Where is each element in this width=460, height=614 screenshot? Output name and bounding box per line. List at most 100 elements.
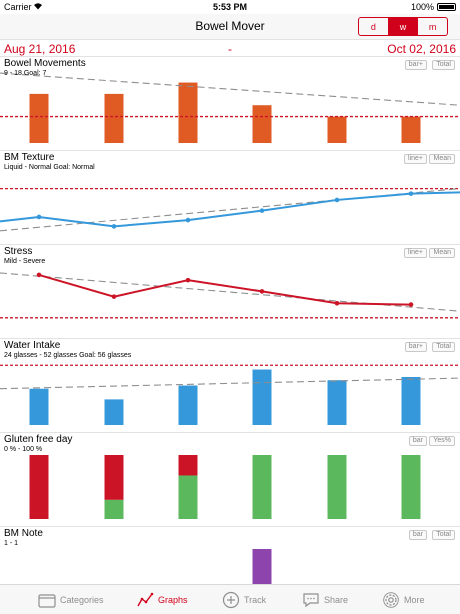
data-point [185, 277, 191, 283]
trend-line [0, 72, 460, 106]
data-point [185, 217, 191, 223]
page-title: Bowel Mover [195, 19, 265, 33]
trend-line [0, 377, 460, 390]
chat-icon [303, 593, 319, 608]
chart-type-button[interactable]: bar+ [404, 60, 427, 70]
tab-track[interactable]: Track [222, 585, 266, 614]
graph-range-label: 9 - 18 Goal: 7 [4, 70, 47, 77]
tab-more-label: More [404, 595, 425, 605]
trend-line [0, 272, 460, 312]
graph-range-label: 1 - 1 [4, 540, 19, 547]
bar [104, 499, 124, 519]
chart-type-button[interactable]: bar [408, 436, 427, 446]
nav-bar: Bowel Mover d w m [0, 14, 460, 39]
start-date-button[interactable]: Aug 21, 2016 [4, 42, 76, 56]
graph-title: Water Intake [4, 340, 61, 351]
graph-range-label: Mild - Severe [4, 258, 46, 265]
graph-chart [0, 72, 460, 143]
data-point [36, 272, 42, 278]
bar [252, 105, 272, 143]
tab-categories[interactable]: Categories [38, 585, 104, 614]
bar [178, 385, 198, 425]
aggregate-button[interactable]: Yes% [429, 436, 455, 446]
wifi-icon [34, 3, 42, 10]
graph-chart [0, 364, 460, 425]
graph-panel[interactable]: Stress Mild - Severe line+ Mean [0, 245, 460, 339]
segment-day[interactable]: d [359, 18, 389, 35]
graph-chart [29, 455, 421, 519]
data-point [334, 300, 340, 306]
bar [178, 475, 198, 519]
folder-icon [38, 594, 56, 608]
graph-chart [0, 272, 460, 319]
bar [104, 93, 124, 143]
series-line [38, 273, 412, 306]
bar [104, 399, 124, 425]
bar [178, 82, 198, 143]
data-point [259, 208, 265, 213]
tab-graphs[interactable]: Graphs [136, 585, 188, 614]
graph-title: Stress [4, 246, 33, 257]
bar [104, 455, 124, 500]
tab-categories-label: Categories [60, 595, 104, 605]
segment-month[interactable]: m [428, 21, 437, 32]
period-segmented-control: d w m [358, 17, 448, 36]
graph-panel[interactable]: Gluten free day 0 % - 100 % bar Yes% [0, 433, 460, 527]
status-time: 5:53 PM [212, 2, 247, 12]
aggregate-button[interactable]: Total [432, 342, 455, 352]
tab-share[interactable]: Share [302, 585, 348, 614]
bar [178, 455, 198, 476]
graph-range-label: 0 % - 100 % [4, 446, 43, 453]
series-line [0, 191, 460, 228]
date-separator: - [228, 42, 232, 56]
bar [401, 455, 421, 519]
aggregate-button[interactable]: Total [432, 530, 455, 540]
chart-type-button[interactable]: bar+ [404, 342, 427, 352]
graph-icon [137, 592, 154, 607]
plus-circle-icon [222, 591, 240, 609]
tab-more[interactable]: More [382, 585, 425, 614]
data-point [111, 294, 117, 299]
bar [401, 377, 421, 425]
aggregate-button[interactable]: Mean [429, 248, 455, 258]
graph-panel[interactable]: Water Intake 24 glasses - 52 glasses Goal… [0, 339, 460, 433]
chart-type-button[interactable]: bar [408, 530, 427, 540]
battery-percent: 100% [410, 2, 434, 12]
data-point [334, 197, 340, 203]
data-point [259, 289, 265, 294]
date-range-bar: Aug 21, 2016 - Oct 02, 2016 [0, 39, 460, 57]
chart-type-button[interactable]: line+ [404, 154, 427, 164]
graph-title: BM Texture [4, 152, 55, 163]
battery-icon [437, 3, 456, 11]
graph-panel[interactable]: Bowel Movements 9 - 18 Goal: 7 bar+ Total [0, 57, 460, 151]
graph-chart [0, 187, 460, 232]
aggregate-button[interactable]: Total [432, 60, 455, 70]
status-bar: Carrier 5:53 PM 100% [0, 0, 460, 14]
graph-panel[interactable]: BM Texture Liquid - Normal Goal: Normal li… [0, 151, 460, 245]
bar [29, 455, 49, 519]
bar [327, 380, 347, 425]
data-point [408, 191, 414, 196]
data-point [111, 224, 117, 229]
bar [29, 93, 49, 143]
segment-week[interactable]: w [388, 18, 419, 35]
carrier-label: Carrier [4, 2, 32, 12]
end-date-button[interactable]: Oct 02, 2016 [387, 42, 456, 56]
graph-title: Gluten free day [4, 434, 73, 445]
chart-type-button[interactable]: line+ [404, 248, 427, 258]
graph-title: Bowel Movements [4, 58, 86, 69]
bar [252, 455, 272, 519]
graph-range-label: Liquid - Normal Goal: Normal [4, 164, 95, 171]
data-point [408, 302, 414, 307]
aggregate-button[interactable]: Mean [429, 154, 455, 164]
graph-title: BM Note [4, 528, 43, 539]
bar [29, 388, 49, 425]
bar [252, 369, 272, 425]
gear-icon [383, 592, 399, 608]
tab-graphs-label: Graphs [158, 595, 188, 605]
tab-track-label: Track [244, 595, 267, 605]
graph-range-label: 24 glasses - 52 glasses Goal: 56 glasses [4, 352, 132, 359]
bar [327, 455, 347, 519]
data-point [36, 214, 42, 220]
tab-share-label: Share [324, 595, 349, 605]
